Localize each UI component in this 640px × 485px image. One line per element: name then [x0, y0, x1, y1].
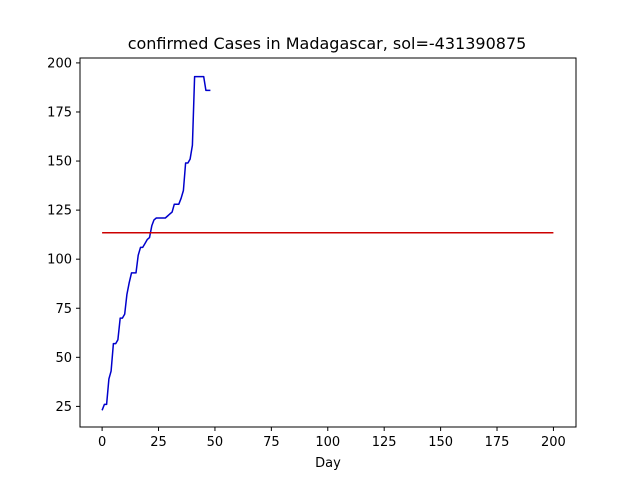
x-tick-label: 200 [541, 435, 566, 450]
x-tick-label: 25 [150, 435, 167, 450]
x-tick-label: 50 [207, 435, 224, 450]
y-tick-label: 100 [47, 253, 72, 268]
y-axis: 25 50 75 100 125 150 175 200 [47, 56, 80, 415]
y-tick-label: 75 [55, 302, 72, 317]
y-tick-label: 50 [55, 351, 72, 366]
x-tick-label: 175 [485, 435, 510, 450]
x-tick-label: 125 [372, 435, 397, 450]
x-tick-label: 0 [98, 435, 106, 450]
x-axis: 0 25 50 75 100 125 150 175 200 [98, 427, 566, 450]
y-tick-label: 175 [47, 105, 72, 120]
chart-title: confirmed Cases in Madagascar, sol=-4313… [128, 34, 527, 53]
y-tick-label: 25 [55, 400, 72, 415]
y-tick-label: 125 [47, 204, 72, 219]
plot-area [101, 75, 554, 411]
x-tick-label: 150 [428, 435, 453, 450]
x-tick-label: 75 [263, 435, 280, 450]
y-tick-label: 200 [47, 56, 72, 71]
y-tick-label: 150 [47, 155, 72, 170]
x-tick-label: 100 [315, 435, 340, 450]
series-line-0 [101, 75, 211, 411]
x-axis-label: Day [315, 456, 341, 471]
